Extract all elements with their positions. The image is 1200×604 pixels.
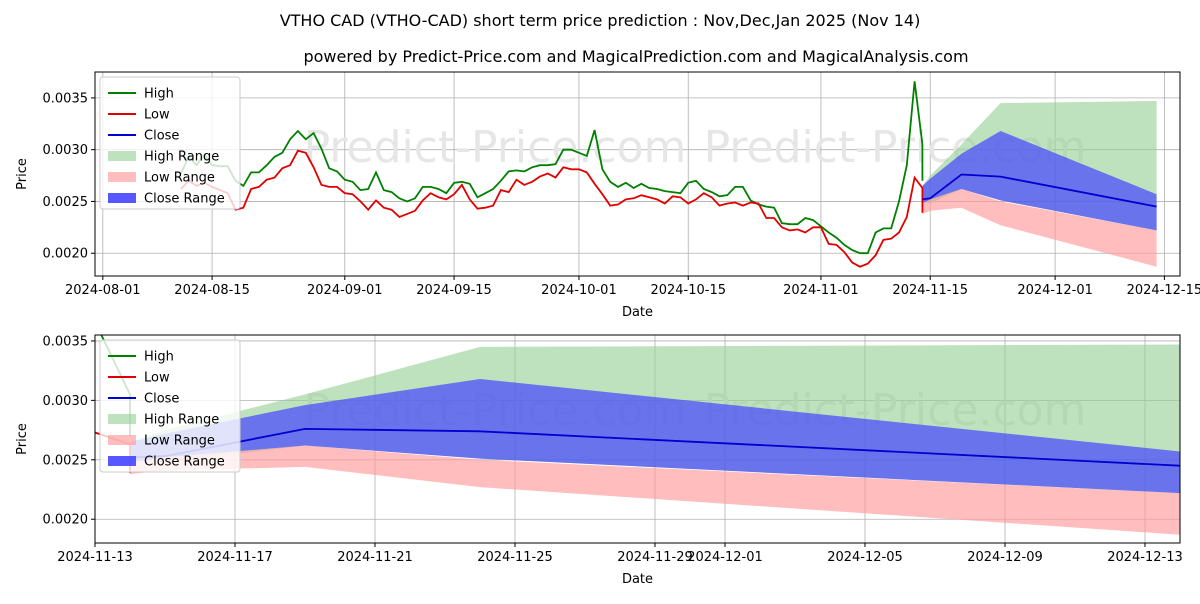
x-tick-label: 2024-12-05 — [827, 550, 903, 565]
legend-label: Low — [144, 108, 170, 123]
x-tick-label: 2024-12-01 — [687, 550, 763, 565]
legend: High Low Close High Range Low Range Close Ran… — [99, 76, 241, 210]
legend-label: High — [144, 87, 174, 102]
legend-label: High Range — [144, 150, 219, 165]
y-axis-label: Price — [15, 158, 30, 190]
y-tick-label: 0.0020 — [43, 513, 89, 528]
low-range-band — [922, 189, 1157, 267]
x-tick-label: 2024-12-13 — [1107, 550, 1183, 565]
x-tick-label: 2024-12-01 — [1017, 283, 1093, 298]
x-axis-label: Date — [622, 305, 653, 320]
close-range-band — [922, 131, 1157, 231]
legend-swatch-high-range — [108, 151, 136, 161]
high-line — [180, 81, 924, 255]
x-tick-label: 2024-11-01 — [783, 283, 859, 298]
y-tick-label: 0.0030 — [43, 143, 89, 158]
x-tick-label: 2024-12-09 — [967, 550, 1043, 565]
low-line — [180, 149, 924, 268]
legend-label: Close Range — [144, 455, 225, 470]
x-tick-label: 2024-11-21 — [337, 550, 413, 565]
legend-swatch-high-range — [108, 414, 136, 424]
y-tick-label: 0.0030 — [43, 394, 89, 409]
legend-label: Close Range — [144, 192, 225, 207]
y-tick-label: 0.0020 — [43, 247, 89, 262]
y-tick-label: 0.0035 — [43, 334, 89, 349]
y-axis-label: Price — [15, 423, 30, 455]
x-axis-label: Date — [622, 572, 653, 587]
legend-label: High — [144, 350, 174, 365]
x-tick-label: 2024-10-01 — [541, 283, 617, 298]
x-tick-label: 2024-10-15 — [650, 283, 726, 298]
legend-swatch-low-range — [108, 172, 136, 182]
axes-frame — [94, 334, 1181, 544]
close-line — [922, 173, 1157, 208]
x-tick-label: 2024-11-13 — [57, 550, 133, 565]
x-tick-label: 2024-12-15 — [1127, 283, 1200, 298]
legend-label: Low — [144, 371, 170, 386]
legend-label: Low Range — [144, 434, 215, 449]
x-tick-label: 2024-11-15 — [892, 283, 968, 298]
y-tick-label: 0.0035 — [43, 91, 89, 106]
legend: High Low Close High Range Low Range Close Ran… — [99, 339, 241, 473]
x-tick-label: 2024-08-01 — [65, 283, 141, 298]
axes-frame — [94, 71, 1181, 277]
close-range-band — [130, 379, 1180, 494]
legend-swatch-close-range — [108, 456, 136, 466]
x-tick-label: 2024-08-15 — [174, 283, 250, 298]
legend-label: Low Range — [144, 171, 215, 186]
x-tick-label: 2024-09-15 — [416, 283, 492, 298]
legend-swatch-low-range — [108, 435, 136, 445]
y-tick-label: 0.0025 — [43, 195, 89, 210]
panel-history: Predict-Price.com Predict-Price.com2024-0… — [15, 71, 1200, 320]
watermark-text: Predict-Price.com — [304, 122, 687, 173]
panel-forecast: Predict-Price.comPredict-Price.com2024-1… — [15, 334, 1183, 587]
y-tick-label: 0.0025 — [43, 453, 89, 468]
x-tick-label: 2024-11-17 — [197, 550, 273, 565]
legend-label: High Range — [144, 413, 219, 428]
chart-subtitle: powered by Predict-Price.com and Magical… — [303, 47, 968, 66]
plot-area — [180, 81, 1157, 268]
x-tick-label: 2024-11-25 — [477, 550, 553, 565]
legend-swatch-close-range — [108, 193, 136, 203]
low-range-band — [130, 445, 1180, 535]
legend-label: Close — [144, 392, 179, 407]
legend-label: Close — [144, 129, 179, 144]
x-tick-label: 2024-11-29 — [617, 550, 693, 565]
plot-area — [95, 335, 1180, 535]
chart-title: VTHO CAD (VTHO-CAD) short term price pre… — [280, 11, 921, 30]
x-tick-label: 2024-09-01 — [307, 283, 383, 298]
